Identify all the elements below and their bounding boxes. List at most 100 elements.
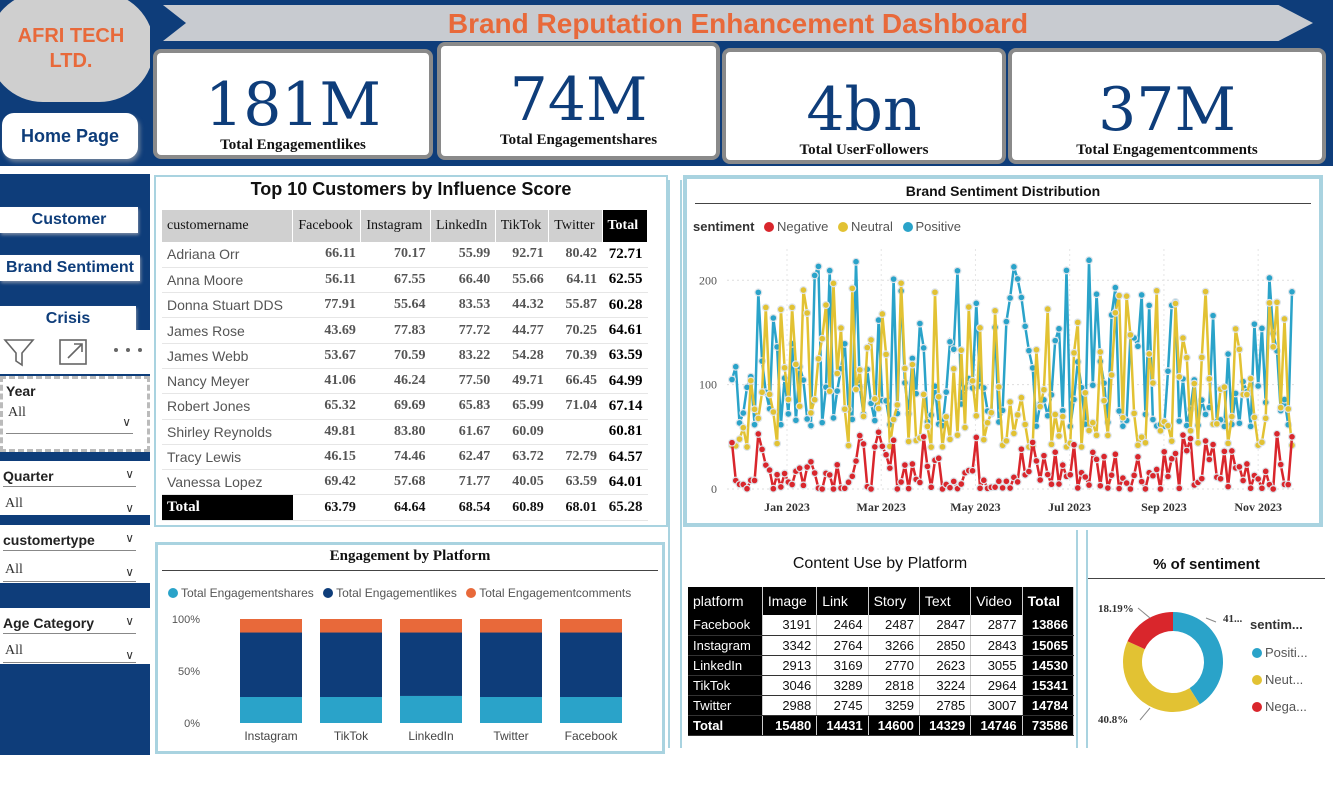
column-header[interactable]: Video <box>970 587 1023 615</box>
chevron-down-icon[interactable]: ∨ <box>125 614 134 628</box>
data-point <box>976 484 985 493</box>
table-cell: 70.59 <box>360 343 431 369</box>
panel-title: Brand Sentiment Distribution <box>905 183 1101 199</box>
data-point <box>1280 314 1289 323</box>
data-point <box>863 343 872 352</box>
year-dropdown[interactable]: All <box>8 405 26 420</box>
data-point <box>754 288 763 297</box>
data-point <box>1265 298 1274 307</box>
column-header[interactable]: Twitter <box>548 210 603 242</box>
data-point <box>1152 286 1161 295</box>
data-point <box>1242 390 1251 399</box>
data-point <box>889 436 898 445</box>
data-point <box>788 303 797 312</box>
data-point <box>972 299 981 308</box>
table-cell: 63.59 <box>548 469 602 496</box>
customertype-dropdown[interactable]: All <box>5 562 23 577</box>
column-header[interactable]: Total <box>1022 587 1075 615</box>
data-point <box>1085 481 1094 490</box>
data-point <box>1126 485 1135 494</box>
data-point <box>1032 345 1041 354</box>
data-point <box>848 284 857 293</box>
total-row: Total 63.79 64.64 68.54 60.89 68.01 65.28 <box>162 494 648 521</box>
table-cell: 56.11 <box>292 267 361 294</box>
data-point <box>1261 414 1270 423</box>
quarter-slicer[interactable]: Quarter ∨ All ∨ <box>0 461 150 515</box>
legend-shares: Total Engagementshares <box>181 586 314 600</box>
column-header[interactable]: Facebook <box>292 210 362 242</box>
data-point <box>1175 417 1184 426</box>
home-page-button[interactable]: Home Page <box>2 113 138 159</box>
data-point <box>885 464 894 473</box>
data-point <box>1100 452 1109 461</box>
data-point <box>1190 379 1199 388</box>
age-category-dropdown[interactable]: All <box>5 643 23 658</box>
data-point <box>1254 474 1263 483</box>
chevron-down-icon[interactable]: ∨ <box>125 531 134 545</box>
data-point <box>727 438 736 447</box>
data-point <box>1284 480 1293 489</box>
chevron-down-icon[interactable]: ∨ <box>125 501 134 515</box>
data-point <box>1148 415 1157 424</box>
table-cell: Total <box>688 715 763 736</box>
table-cell: 13866 <box>1022 615 1075 636</box>
table-cell: 72.79 <box>548 444 602 471</box>
data-point <box>957 480 966 489</box>
chevron-down-icon[interactable]: ∨ <box>122 415 131 429</box>
chevron-down-icon[interactable]: ∨ <box>125 648 134 662</box>
column-header[interactable]: Story <box>868 587 920 615</box>
table-cell: 77.72 <box>430 317 496 344</box>
data-point <box>769 484 778 493</box>
table-cell: 64.57 <box>602 444 648 471</box>
filter-icon[interactable] <box>2 336 36 368</box>
quarter-dropdown[interactable]: All <box>5 496 23 511</box>
column-header[interactable]: customername <box>162 210 294 242</box>
splitter <box>668 180 682 748</box>
table-cell: 3191 <box>762 615 818 636</box>
chevron-down-icon[interactable]: ∨ <box>125 565 134 579</box>
brand-sentiment-page-button[interactable]: Brand Sentiment <box>0 255 140 281</box>
column-header[interactable]: Link <box>816 587 869 615</box>
column-header[interactable]: Image <box>762 587 818 615</box>
data-point <box>1216 474 1225 483</box>
data-point <box>934 454 943 463</box>
table-cell: 55.66 <box>495 267 549 294</box>
data-point <box>1194 438 1203 447</box>
column-header[interactable]: platform <box>688 587 763 615</box>
company-logo: AFRI TECH LTD. <box>0 0 154 102</box>
column-header[interactable]: Instagram <box>360 210 431 242</box>
data-point <box>1257 484 1266 493</box>
data-point <box>1145 301 1154 310</box>
data-point <box>852 257 861 266</box>
table-cell: 69.42 <box>292 469 361 496</box>
crisis-page-button[interactable]: Crisis <box>0 306 136 332</box>
chevron-down-icon[interactable]: ∨ <box>125 467 134 481</box>
data-point <box>1002 477 1011 486</box>
age-category-slicer[interactable]: Age Category ∨ All ∨ <box>0 608 150 664</box>
pie-slice <box>1127 612 1173 650</box>
table-cell: 64.64 <box>360 494 431 521</box>
data-point <box>927 483 936 492</box>
data-point <box>1276 460 1285 469</box>
data-point <box>1175 372 1184 381</box>
data-point <box>810 395 819 404</box>
customer-page-button[interactable]: Customer <box>0 207 138 233</box>
focus-mode-icon[interactable] <box>56 336 90 368</box>
data-point <box>1021 420 1030 429</box>
kpi-value: 74M <box>509 65 648 135</box>
column-header[interactable]: TikTok <box>495 210 550 242</box>
data-point <box>1272 298 1281 307</box>
column-header[interactable]: Text <box>919 587 972 615</box>
data-point <box>1246 484 1255 493</box>
table-cell: Tracy Lewis <box>162 444 293 471</box>
year-slicer[interactable]: Year All ∨ <box>0 376 150 452</box>
data-point <box>829 279 838 288</box>
table-cell: 2487 <box>868 615 920 636</box>
x-tick-label: Facebook <box>565 729 619 743</box>
table-row: Robert Jones 65.32 69.69 65.83 65.99 71.04 67.… <box>162 393 648 420</box>
data-point <box>1284 404 1293 413</box>
column-header[interactable]: LinkedIn <box>430 210 496 242</box>
customertype-slicer[interactable]: customertype ∨ All ∨ <box>0 525 150 583</box>
column-header[interactable]: Total <box>602 210 648 242</box>
more-options-icon[interactable] <box>110 342 146 358</box>
